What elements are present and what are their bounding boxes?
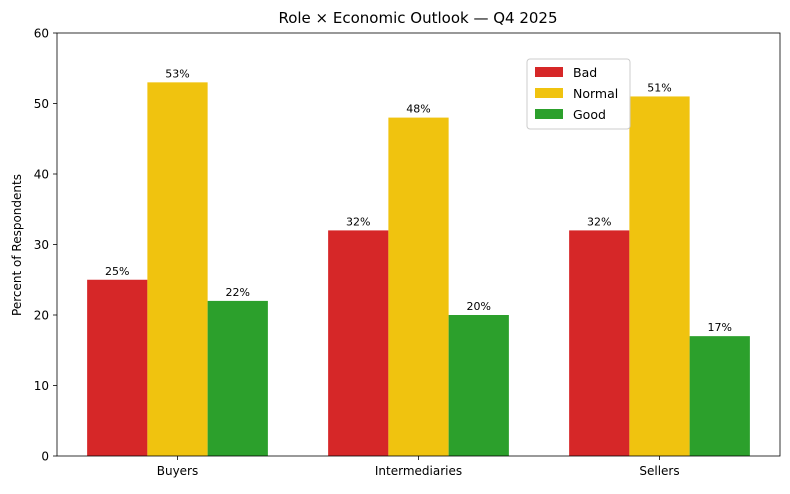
legend: Bad Normal Good xyxy=(526,58,631,130)
y-tick-label: 40 xyxy=(34,168,49,182)
legend-label-good: Good xyxy=(573,107,606,122)
legend-label-bad: Bad xyxy=(573,65,597,80)
data-label: 51% xyxy=(647,81,671,94)
bar-good-sellers xyxy=(689,336,750,456)
y-tick-label: 20 xyxy=(34,309,49,323)
data-label: 53% xyxy=(165,67,189,80)
data-label: 48% xyxy=(406,103,430,116)
axes-frame xyxy=(56,32,781,457)
bar-good-intermediaries xyxy=(448,315,509,456)
legend-swatch-bad xyxy=(535,67,563,77)
chart-title: Role × Economic Outlook — Q4 2025 xyxy=(278,9,557,27)
legend-label-normal: Normal xyxy=(573,86,618,101)
data-label: 25% xyxy=(105,265,129,278)
x-tick-label: Sellers xyxy=(639,464,679,478)
y-tick-label: 30 xyxy=(34,238,49,252)
legend-swatch-normal xyxy=(535,88,563,98)
plot-area: 25% 53% 22% Buyers 32% 48% 20% Intermediaries 32… xyxy=(34,27,781,478)
y-tick-label: 10 xyxy=(34,379,49,393)
data-label: 32% xyxy=(346,215,370,228)
data-label: 32% xyxy=(587,215,611,228)
bar-good-buyers xyxy=(207,300,268,456)
data-label: 20% xyxy=(467,300,491,313)
bar-normal-sellers xyxy=(629,96,690,456)
bar-normal-intermediaries xyxy=(388,117,449,456)
bar-bad-sellers xyxy=(569,230,630,456)
bar-bad-intermediaries xyxy=(328,230,389,456)
y-tick-label: 60 xyxy=(34,27,49,41)
x-tick-label: Intermediaries xyxy=(375,464,462,478)
bar-bad-buyers xyxy=(87,279,148,456)
y-tick-label: 50 xyxy=(34,97,49,111)
x-tick-label: Buyers xyxy=(157,464,199,478)
y-axis-label: Percent of Respondents xyxy=(10,174,24,316)
data-label: 22% xyxy=(226,286,250,299)
y-tick-label: 0 xyxy=(41,450,49,464)
legend-swatch-good xyxy=(535,109,563,119)
data-label: 17% xyxy=(708,321,732,334)
bar-normal-buyers xyxy=(147,82,208,456)
